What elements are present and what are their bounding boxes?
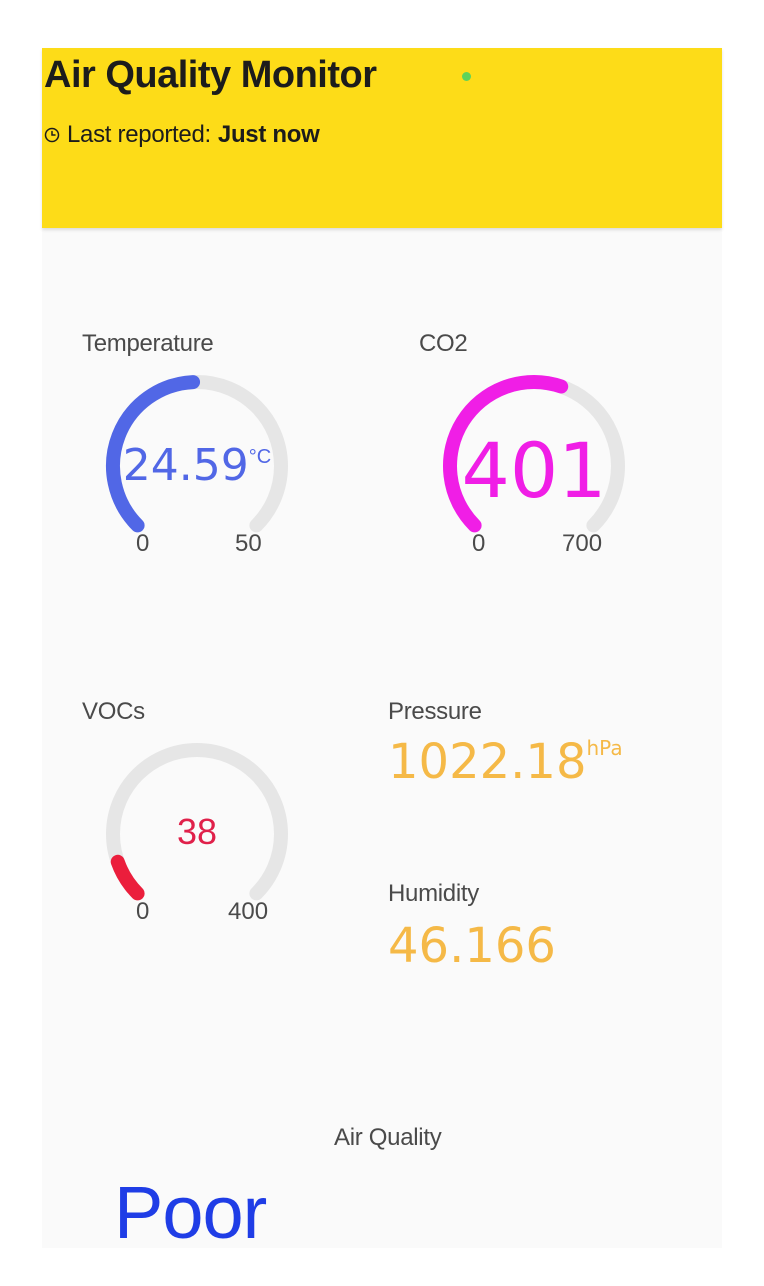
co2-gauge-fill [443,375,569,533]
vocs-gauge-track [106,743,288,901]
last-reported: Last reported: Just now [44,121,320,149]
pressure-unit: hPa [586,736,623,760]
dashboard: Air Quality Monitor Last reported: Just … [42,48,722,1254]
vocs-gauge [106,743,288,901]
clock-icon [44,127,60,143]
temperature-unit: °C [248,446,272,468]
temperature-value: 24.59 [122,440,249,491]
co2-value: 401 [461,426,607,515]
pressure-label: Pressure [388,698,482,725]
temperature-min: 0 [136,530,150,557]
temperature-max: 50 [235,530,262,557]
temperature-value-wrap: 24.59°C [97,440,297,491]
online-status-dot [462,72,471,81]
last-reported-value: Just now [217,121,320,148]
co2-max: 700 [562,530,603,557]
page-title: Air Quality Monitor [44,54,377,96]
temperature-gauge [106,375,288,533]
co2-label: CO2 [419,330,468,357]
vocs-gauge-fill [110,854,145,901]
co2-gauge [443,375,625,533]
vocs-value: 38 [176,811,218,852]
last-reported-label: Last reported: [67,121,211,148]
temperature-label: Temperature [82,330,214,357]
vocs-min: 0 [136,898,150,925]
header: Air Quality Monitor Last reported: Just … [42,48,722,228]
co2-min: 0 [472,530,486,557]
humidity-value: 46.166 [388,918,556,974]
air-quality-label: Air Quality [334,1124,442,1151]
temperature-gauge-fill [106,375,201,533]
humidity-label: Humidity [388,880,479,907]
pressure-value: 1022.18 [388,734,587,790]
air-quality-value: Poor [114,1171,267,1254]
co2-value-wrap: 401 [434,426,634,515]
vocs-label: VOCs [82,698,145,725]
vocs-max: 400 [228,898,269,925]
pressure-reading: 1022.18hPa [388,734,623,790]
vocs-value-wrap: 38 [97,811,297,853]
